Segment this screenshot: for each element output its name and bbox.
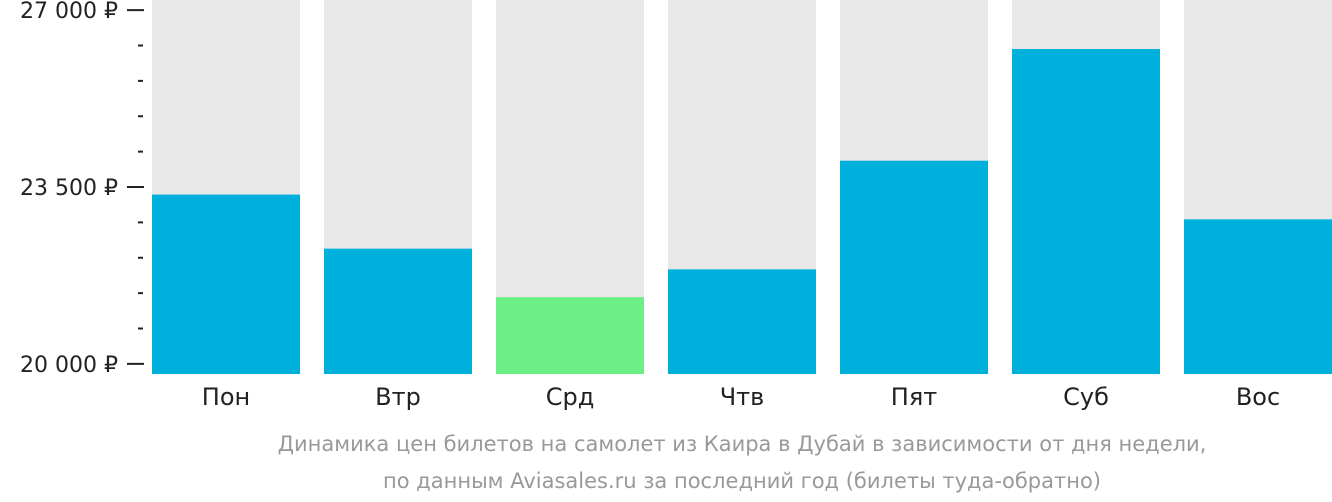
x-tick-label: Суб bbox=[1063, 383, 1109, 411]
bar bbox=[1184, 219, 1332, 374]
bar bbox=[324, 248, 472, 374]
bar bbox=[668, 269, 816, 374]
x-tick-label: Вос bbox=[1236, 383, 1280, 411]
x-tick-label: Пон bbox=[202, 383, 250, 411]
y-axis: 20 000 ₽ 23 500 ₽ 27 000 ₽ bbox=[20, 0, 144, 378]
bar bbox=[152, 194, 300, 374]
y-tick-label: 23 500 ₽ bbox=[20, 176, 118, 201]
x-tick-label: Срд bbox=[546, 383, 595, 411]
y-tick-label: 27 000 ₽ bbox=[20, 0, 118, 24]
bar bbox=[1012, 49, 1160, 374]
bars bbox=[152, 49, 1332, 374]
chart-caption-line-1: Динамика цен билетов на самолет из Каира… bbox=[278, 432, 1207, 456]
y-tick-label: 20 000 ₽ bbox=[20, 353, 118, 378]
x-tick-label: Втр bbox=[375, 383, 421, 411]
x-axis: Пон Втр Срд Чтв Пят Суб Вос bbox=[202, 383, 1280, 411]
chart-caption-line-2: по данным Aviasales.ru за последний год … bbox=[383, 469, 1101, 493]
bar bbox=[496, 297, 644, 374]
x-tick-label: Пят bbox=[891, 383, 937, 411]
bar bbox=[840, 160, 988, 374]
x-tick-label: Чтв bbox=[720, 383, 765, 411]
